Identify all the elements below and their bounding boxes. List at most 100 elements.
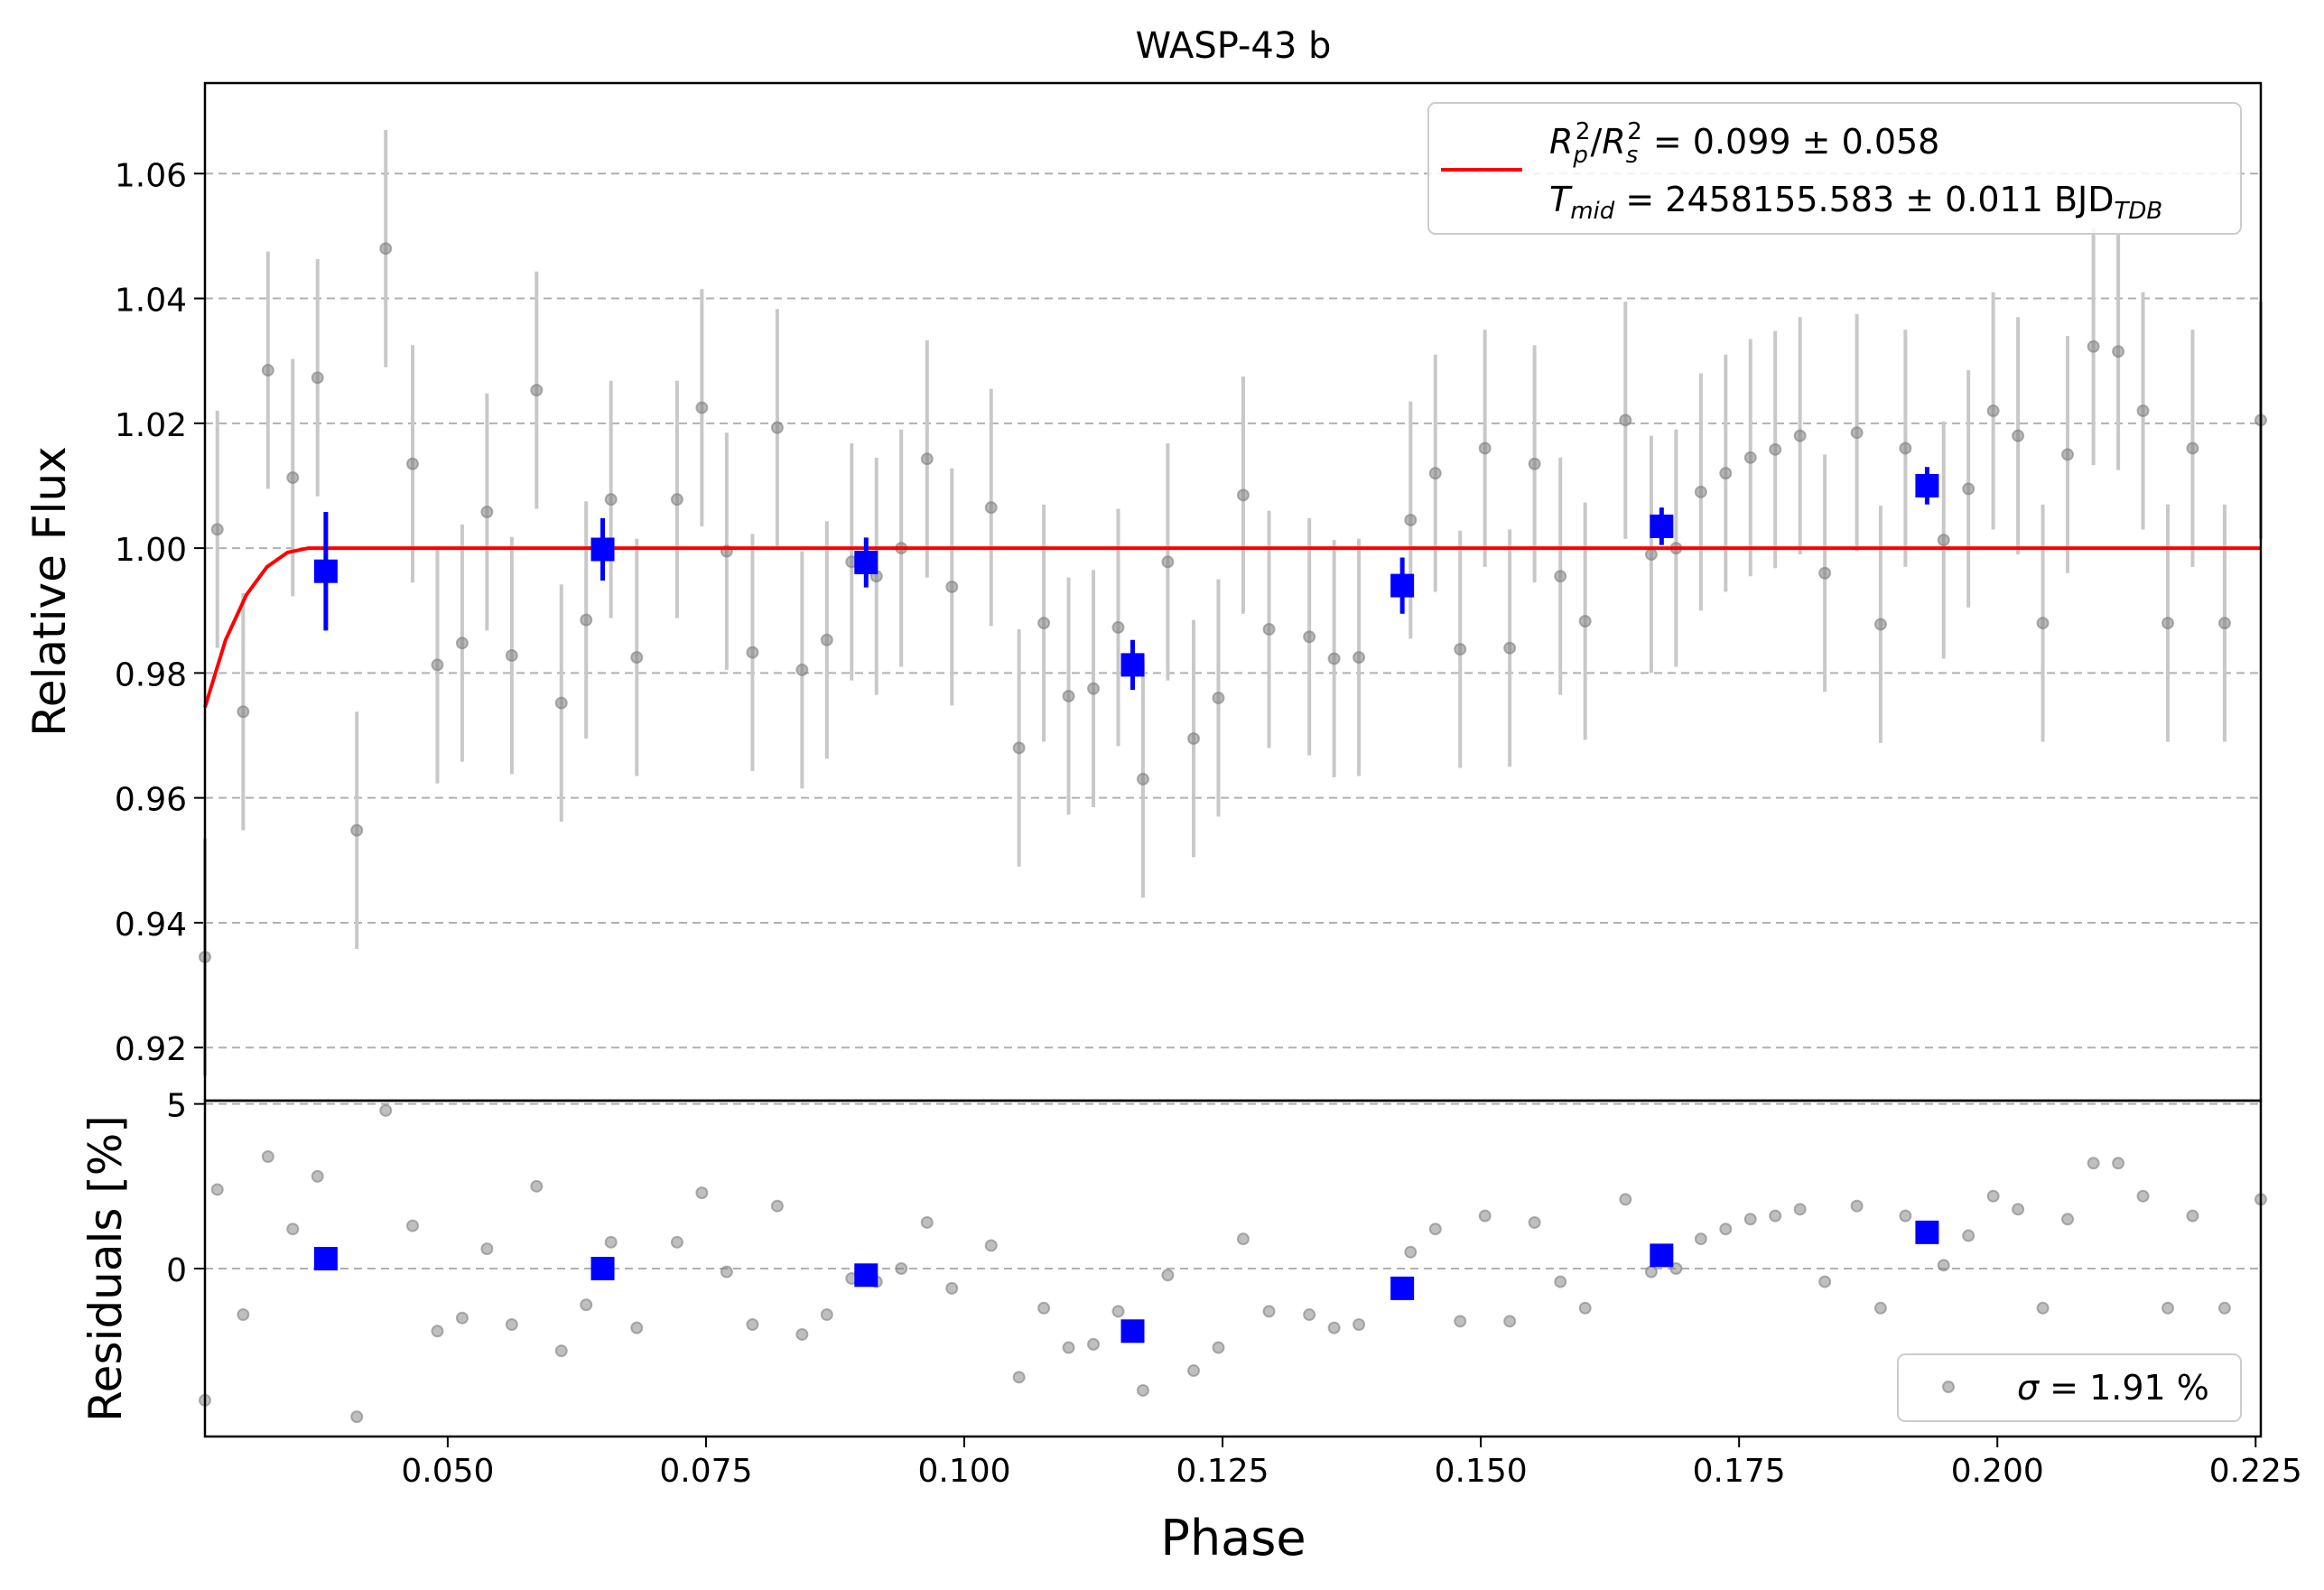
residual-y-tick-label: 5 [166,1088,187,1125]
raw-point [1578,614,1592,628]
residual-raw-point [405,1219,419,1232]
residual-raw-point [1353,1318,1366,1331]
raw-point [1161,555,1175,569]
y-tick-label: 1.00 [115,532,187,569]
binned-point [854,551,878,575]
raw-point [1986,404,2000,417]
x-tick-label: 0.050 [401,1453,494,1490]
sigma-legend-box [1897,1353,2242,1422]
residual-binned-point [313,1247,338,1271]
raw-point [1719,467,1733,480]
y-tick-label: 1.04 [115,283,187,320]
residual-raw-point [237,1308,250,1322]
y-tick-label: 0.96 [115,782,187,819]
residual-binned-point [1390,1276,1415,1300]
residual-raw-point [2036,1301,2050,1315]
residual-raw-point [261,1150,274,1163]
raw-point [1111,620,1125,634]
residual-raw-point [1899,1209,1912,1223]
residual-raw-point [820,1308,833,1322]
x-tick-label: 0.075 [659,1453,752,1490]
raw-point [530,384,544,397]
residual-raw-point [1236,1232,1250,1246]
y-tick-label: 1.06 [115,157,187,194]
residual-raw-point [1161,1269,1175,1282]
binned-point [590,537,615,562]
residual-raw-point [1037,1301,1051,1315]
raw-point [1619,414,1632,427]
x-tick-label: 0.225 [2209,1453,2302,1490]
x-axis-ticks: 0.050 0.075 0.100 0.125 0.150 0.175 0.200 0.225 [401,1437,2302,1490]
residual-raw-point [604,1235,618,1249]
residual-raw-point [2087,1157,2100,1170]
binned-point [1915,473,1939,497]
raw-point [2087,339,2100,353]
y-tick-label: 1.02 [115,407,187,444]
raw-point [311,371,324,385]
raw-point [1012,741,1026,755]
residual-raw-point [379,1103,393,1117]
residual-raw-point [1503,1315,1517,1328]
residual-raw-point [505,1318,518,1331]
residual-raw-point [1111,1305,1125,1318]
residual-raw-point [1303,1308,1316,1322]
residual-raw-point [1873,1301,1887,1315]
residual-raw-point [1478,1209,1492,1223]
residual-binned-point [1915,1220,1939,1244]
residual-raw-point [1262,1305,1276,1318]
residual-raw-point [1986,1189,2000,1203]
residual-raw-point [350,1410,364,1424]
raw-point [1454,643,1467,656]
sigma-legend: σ = 1.91 % [1897,1353,2242,1422]
raw-point [795,663,809,676]
residual-raw-point [630,1321,644,1334]
raw-point [1962,482,1975,496]
residual-gridlines [205,1102,2261,1269]
residual-binned-points [313,1220,1939,1344]
x-tick-label: 0.100 [917,1453,1010,1490]
sigma-legend-marker [1942,1381,1955,1393]
residual-binned-point [854,1263,878,1288]
raw-point [1037,617,1051,630]
residual-raw-point [286,1223,300,1236]
raw-point [1062,689,1075,702]
residual-raw-point [1818,1275,1832,1288]
raw-point [746,646,759,659]
raw-point [1937,534,1950,547]
residual-raw-point [2061,1213,2075,1226]
legend-tmid-entry: Tmid = 2458155.583 ± 0.011 BJDTDB [1549,180,2162,225]
residual-raw-point [2136,1189,2150,1203]
residual-raw-point [580,1298,593,1312]
raw-point [1187,731,1201,745]
residual-raw-point [670,1235,683,1249]
x-axis-label: Phase [1160,1510,1306,1567]
y-axis-label: Relative Flux [23,446,76,736]
residual-y-axis-label: Residuals [%] [79,1115,132,1422]
raw-point [1236,488,1250,502]
residual-raw-point [1769,1209,1782,1223]
binned-point [1120,653,1145,677]
raw-point [2112,345,2125,358]
raw-point [1303,630,1316,644]
raw-point [695,401,709,414]
residual-axes-frame [203,1099,2263,1438]
raw-point [210,523,224,536]
raw-point [984,501,998,515]
residual-raw-point [770,1199,784,1213]
residual-raw-point [554,1344,568,1358]
raw-point [1873,618,1887,631]
raw-point [1478,442,1492,455]
x-tick-label: 0.150 [1435,1453,1528,1490]
residual-raw-point [2161,1301,2175,1315]
residual-raw-point [1619,1193,1632,1206]
residual-raw-point [720,1265,733,1279]
residual-raw-point [1012,1371,1026,1384]
binned-point [1390,573,1415,598]
raw-point [1793,429,1807,442]
raw-point [1818,566,1832,580]
raw-point [920,452,934,466]
sigma-legend-entry: σ = 1.91 % [2017,1368,2209,1408]
raw-point [1503,641,1517,655]
